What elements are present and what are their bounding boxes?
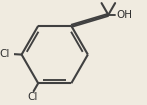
Text: Cl: Cl	[0, 49, 9, 59]
Text: OH: OH	[116, 10, 132, 20]
Text: Cl: Cl	[28, 92, 38, 102]
